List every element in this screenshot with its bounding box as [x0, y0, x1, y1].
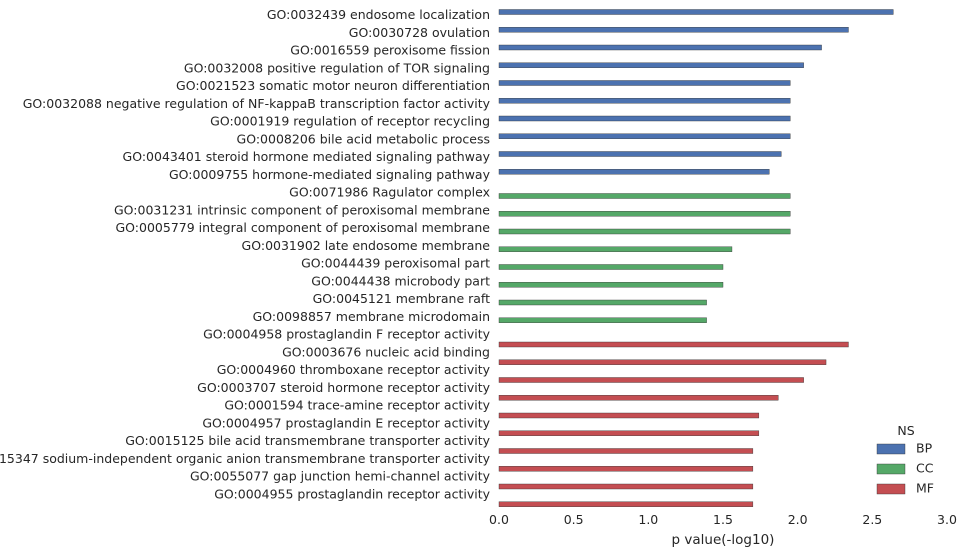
x-tick-label: 2.0	[788, 512, 808, 527]
bar-bp-6	[498, 115, 791, 122]
category-label: GO:0032088 negative regulation of NF-kap…	[23, 96, 491, 111]
category-label: GO:0015125 bile acid transmembrane trans…	[125, 433, 490, 448]
bar-cc-4	[498, 264, 724, 270]
category-label: GO:0045121 membrane raft	[313, 291, 491, 306]
category-label: GO:0098857 membrane microdomain	[253, 309, 490, 324]
category-label: GO:0015347 sodium-independent organic an…	[0, 451, 491, 466]
legend: NS BP CC MF	[876, 423, 934, 496]
bar-cc-5	[498, 282, 724, 288]
bar-bp-1	[498, 27, 849, 33]
bar-cc-1	[498, 211, 791, 217]
category-label: GO:0004955 prostaglandin receptor activi…	[214, 486, 490, 501]
bar-mf-6	[498, 448, 754, 454]
x-tick-label: 1.0	[638, 512, 658, 527]
legend-label-mf: MF	[916, 481, 934, 496]
bar-bp-7	[498, 133, 791, 139]
bars-layer	[498, 9, 894, 507]
x-axis-ticks: 0.0 0.5 1.0 1.5 2.0 2.5 3.0	[489, 512, 957, 527]
category-label: GO:0004957 prostaglandin E receptor acti…	[202, 415, 490, 430]
legend-title: NS	[897, 423, 914, 438]
bar-cc-6	[498, 299, 707, 306]
x-axis-title: p value(-log10)	[672, 532, 775, 548]
legend-label-cc: CC	[916, 461, 934, 476]
category-label: GO:0005779 integral component of peroxis…	[116, 220, 491, 235]
bar-mf-1	[498, 359, 827, 365]
x-tick-label: 0.5	[564, 512, 584, 527]
category-label: GO:0071986 Ragulator complex	[289, 185, 490, 200]
category-label: GO:0031902 late endosome membrane	[242, 238, 491, 253]
legend-swatch-bp	[876, 443, 906, 455]
bar-bp-4	[498, 80, 791, 86]
bar-bp-3	[498, 62, 804, 68]
category-label: GO:0044439 peroxisomal part	[301, 256, 490, 271]
x-tick-label: 0.0	[489, 512, 509, 527]
x-tick-label: 1.5	[713, 512, 733, 527]
bar-cc-2	[498, 228, 791, 235]
category-label: GO:0004960 thromboxane receptor activity	[217, 362, 491, 377]
bar-mf-0	[498, 341, 849, 348]
bar-bp-5	[498, 98, 791, 104]
bar-mf-5	[498, 430, 760, 436]
bar-bp-8	[498, 151, 782, 157]
bar-cc-3	[498, 246, 733, 252]
category-label: GO:0031231 intrinsic component of peroxi…	[114, 202, 490, 217]
bar-cc-7	[498, 317, 707, 323]
bar-mf-4	[498, 412, 760, 419]
category-label: GO:0032439 endosome localization	[267, 7, 490, 22]
bar-mf-2	[498, 377, 804, 383]
bar-mf-8	[498, 483, 754, 490]
category-label: GO:0008206 bile acid metabolic process	[237, 131, 490, 146]
bar-bp-9	[498, 169, 770, 175]
category-label: GO:0032008 positive regulation of TOR si…	[184, 60, 490, 75]
bar-mf-9	[498, 501, 754, 507]
category-label: GO:0016559 peroxisome fission	[290, 43, 490, 58]
category-label: GO:0044438 microbody part	[311, 273, 490, 288]
category-label: GO:0003707 steroid hormone receptor acti…	[197, 380, 490, 395]
category-label: GO:0043401 steroid hormone mediated sign…	[123, 149, 491, 164]
category-labels: GO:0032439 endosome localization GO:00307…	[0, 7, 491, 501]
category-label: GO:0001594 trace-amine receptor activity	[224, 398, 490, 413]
bar-mf-7	[498, 466, 754, 472]
legend-swatch-cc	[876, 463, 906, 475]
category-label: GO:0004958 prostaglandin F receptor acti…	[203, 327, 491, 342]
x-tick-label: 2.5	[862, 512, 882, 527]
bar-mf-3	[498, 395, 779, 401]
legend-label-bp: BP	[916, 441, 933, 456]
category-label: GO:0055077 gap junction hemi-channel act…	[190, 469, 491, 484]
category-label: GO:0009755 hormone-mediated signaling pa…	[169, 167, 491, 182]
x-tick-label: 3.0	[937, 512, 957, 527]
legend-items: BP CC MF	[876, 441, 934, 496]
bar-bp-0	[498, 9, 894, 15]
category-label: GO:0030728 ovulation	[349, 25, 490, 40]
legend-swatch-mf	[876, 483, 906, 495]
bar-bp-2	[498, 44, 822, 51]
category-label: GO:0003676 nucleic acid binding	[282, 344, 490, 359]
bar-cc-0	[498, 193, 791, 199]
category-label: GO:0021523 somatic motor neuron differen…	[176, 78, 490, 93]
category-label: GO:0001919 regulation of receptor recycl…	[210, 114, 490, 129]
